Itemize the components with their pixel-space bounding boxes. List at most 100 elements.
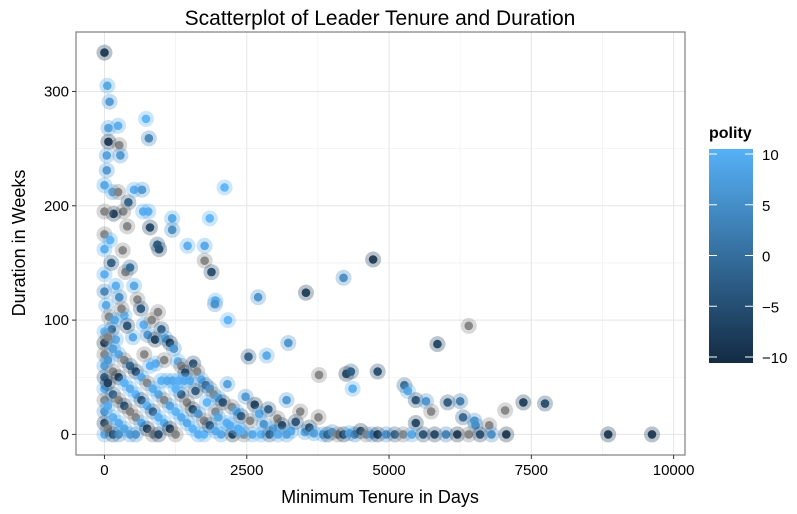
data-point-marker [207, 267, 216, 277]
data-point-marker [179, 376, 189, 385]
data-point [403, 426, 420, 443]
x-tick-label: 7500 [515, 462, 548, 479]
data-point-marker [188, 424, 197, 434]
data-point-marker [248, 430, 257, 439]
data-point-marker [205, 420, 215, 430]
data-point [149, 236, 166, 253]
data-point-marker [200, 241, 209, 251]
y-tick-label: 100 [44, 312, 69, 329]
data-point-marker [114, 418, 123, 428]
data-point [287, 413, 304, 430]
data-point-marker [418, 430, 428, 439]
data-point-marker [167, 214, 177, 223]
data-point-marker [464, 321, 474, 331]
data-point [210, 409, 227, 426]
data-point-marker [125, 361, 135, 371]
data-point-marker [105, 235, 115, 245]
data-point-marker [301, 288, 311, 297]
data-point [114, 242, 131, 259]
data-point-marker [205, 214, 215, 223]
data-point-marker [282, 430, 291, 439]
data-point-marker [225, 420, 234, 430]
data-point-marker [120, 355, 129, 365]
data-point [643, 426, 660, 443]
data-point [119, 218, 136, 235]
data-point-marker [426, 407, 436, 416]
data-point [141, 219, 158, 236]
data-point-marker [295, 407, 305, 416]
data-point [221, 417, 238, 434]
data-point [119, 317, 136, 334]
data-point [96, 177, 113, 194]
data-point-marker [100, 180, 109, 190]
data-point [179, 237, 196, 254]
data-point [124, 329, 141, 346]
data-point [437, 426, 454, 443]
data-point-marker [116, 151, 125, 160]
data-point-marker [196, 375, 206, 384]
data-point-marker [381, 430, 391, 439]
data-point-marker [108, 412, 118, 422]
data-point [342, 363, 359, 380]
data-point-marker [103, 81, 112, 91]
data-point-marker [277, 420, 287, 430]
data-point-marker [144, 134, 154, 143]
data-point [536, 395, 553, 412]
data-point [164, 221, 181, 238]
data-point-marker [273, 414, 282, 423]
data-point-marker [180, 368, 190, 377]
data-point [483, 426, 500, 443]
x-tick-label: 0 [100, 462, 108, 479]
data-point [134, 181, 151, 198]
data-point [252, 426, 269, 443]
data-point [386, 426, 403, 443]
data-point-marker [128, 332, 138, 342]
data-point-marker [171, 430, 180, 439]
data-point [132, 300, 149, 317]
data-point [140, 130, 157, 147]
data-point [439, 394, 456, 411]
data-point-marker [102, 151, 112, 160]
data-point-marker [176, 412, 186, 422]
data-point [369, 363, 386, 380]
data-point-marker [241, 392, 250, 401]
data-point-marker [148, 384, 158, 393]
data-point-marker [100, 244, 109, 254]
data-point [423, 403, 440, 420]
data-point [110, 184, 127, 201]
data-point [96, 283, 113, 300]
data-point-marker [108, 367, 118, 376]
data-point-marker [519, 398, 528, 407]
data-point [147, 331, 164, 348]
data-point [515, 394, 532, 411]
data-point [426, 426, 443, 443]
data-point-marker [291, 417, 300, 427]
data-point-marker [133, 295, 142, 304]
panel-border [75, 31, 686, 456]
data-point [136, 346, 153, 363]
data-point-marker [314, 412, 323, 422]
data-point-marker [253, 292, 263, 302]
data-point [110, 117, 127, 134]
data-point-marker [106, 258, 116, 268]
data-point-marker [101, 300, 111, 310]
data-point [98, 162, 115, 179]
y-axis-label: Duration in Weeks [9, 170, 29, 317]
data-point-marker [107, 324, 117, 334]
data-point [138, 110, 155, 127]
data-point-marker [159, 418, 169, 428]
data-point-marker [192, 367, 202, 376]
data-point-marker [100, 230, 109, 239]
data-point-marker [113, 187, 123, 197]
data-point [278, 392, 295, 409]
data-point-marker [100, 287, 109, 296]
data-point-marker [154, 390, 163, 399]
data-point [96, 266, 113, 283]
y-tick-label: 200 [44, 198, 69, 215]
data-point [292, 403, 309, 420]
data-point-marker [373, 430, 382, 439]
data-point-marker [603, 430, 613, 439]
data-point-marker [104, 123, 113, 133]
data-point [107, 331, 124, 348]
